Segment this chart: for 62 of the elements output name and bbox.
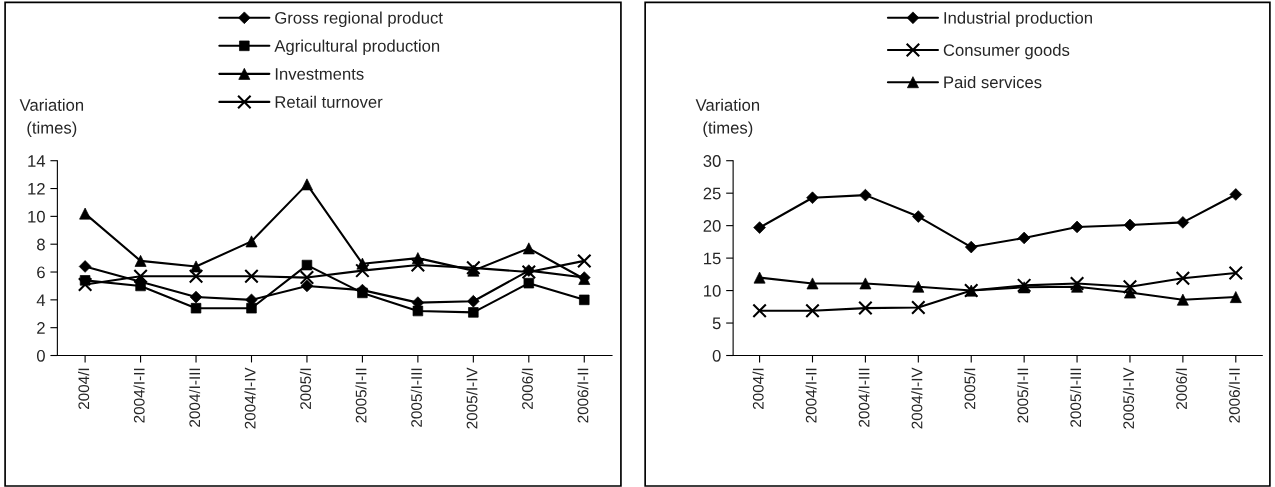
- point: [1175, 270, 1191, 286]
- legend-label: Agricultural production: [274, 39, 440, 56]
- point: [412, 305, 424, 317]
- point: [188, 268, 204, 284]
- legend-label: Paid services: [944, 75, 1042, 89]
- y-tick-label: 20: [703, 220, 721, 232]
- y-tick-label: 12: [28, 182, 45, 195]
- point: [1228, 265, 1244, 281]
- x-tick-label: 2005/I-III: [1069, 368, 1082, 427]
- point: [355, 263, 370, 278]
- x-tick-label: 2004/I: [77, 368, 90, 410]
- y-tick-label: 25: [703, 187, 721, 200]
- point: [410, 257, 426, 273]
- x-tick-label: 2004/I-IV: [911, 367, 923, 429]
- x-tick-label: 2005/I-II: [1017, 368, 1029, 423]
- point: [133, 268, 148, 284]
- y-axis-title: Variation (times): [19, 98, 84, 138]
- legend-label: Retail turnover: [275, 95, 383, 108]
- x-tick-label: 2004/I-IV: [244, 367, 256, 429]
- point: [1069, 276, 1085, 291]
- x-tick-label: 2004/I-III: [858, 368, 870, 427]
- x-tick-label: 2004/I: [752, 368, 764, 410]
- point: [301, 259, 313, 271]
- x-tick-label: 2005/I: [299, 368, 312, 410]
- point: [858, 300, 873, 316]
- x-tick-label: 2004/I-II: [805, 368, 817, 423]
- y-tick-label: 10: [28, 210, 45, 223]
- y-tick-label: 6: [37, 266, 45, 279]
- point: [576, 253, 592, 269]
- point: [299, 270, 315, 285]
- y-tick-label: 0: [36, 349, 45, 362]
- legend-label: Consumer goods: [943, 43, 1070, 60]
- y-tick-label: 4: [36, 294, 46, 306]
- point: [466, 260, 481, 276]
- x-tick-label: 2006/I: [1175, 368, 1187, 410]
- x-tick-label: 2005/I-IV: [1122, 367, 1135, 429]
- y-axis-title: Variation (times): [695, 98, 760, 138]
- point: [911, 300, 926, 315]
- y-tick-label: 0: [712, 349, 721, 362]
- legend-label: Industrial production: [944, 11, 1092, 28]
- point: [805, 303, 820, 318]
- x-tick-label: 2006/I-II: [577, 368, 589, 423]
- point: [244, 268, 259, 284]
- point: [1122, 279, 1138, 294]
- y-tick-label: 8: [37, 238, 45, 251]
- y-tick-label: 10: [704, 284, 721, 297]
- x-tick-label: 2004/I-II: [133, 368, 145, 423]
- x-tick-label: 2006/I-II: [1228, 368, 1240, 423]
- legend-label: Gross regional product: [275, 11, 443, 28]
- x-tick-label: 2005/I: [964, 368, 976, 410]
- x-tick-label: 2005/I-IV: [466, 367, 478, 429]
- x-tick-label: 2005/I-III: [410, 368, 422, 427]
- y-tick-label: 5: [712, 317, 721, 330]
- y-tick-label: 2: [37, 322, 45, 334]
- y-tick-label: 14: [28, 155, 46, 167]
- y-tick-label: 30: [703, 155, 721, 167]
- x-tick-label: 2006/I: [521, 368, 533, 410]
- x-tick-label: 2005/I-II: [355, 368, 367, 423]
- y-tick-label: 15: [704, 252, 721, 265]
- legend-label: Investments: [275, 68, 364, 80]
- point: [752, 303, 767, 318]
- x-tick-label: 2004/I-III: [188, 368, 201, 427]
